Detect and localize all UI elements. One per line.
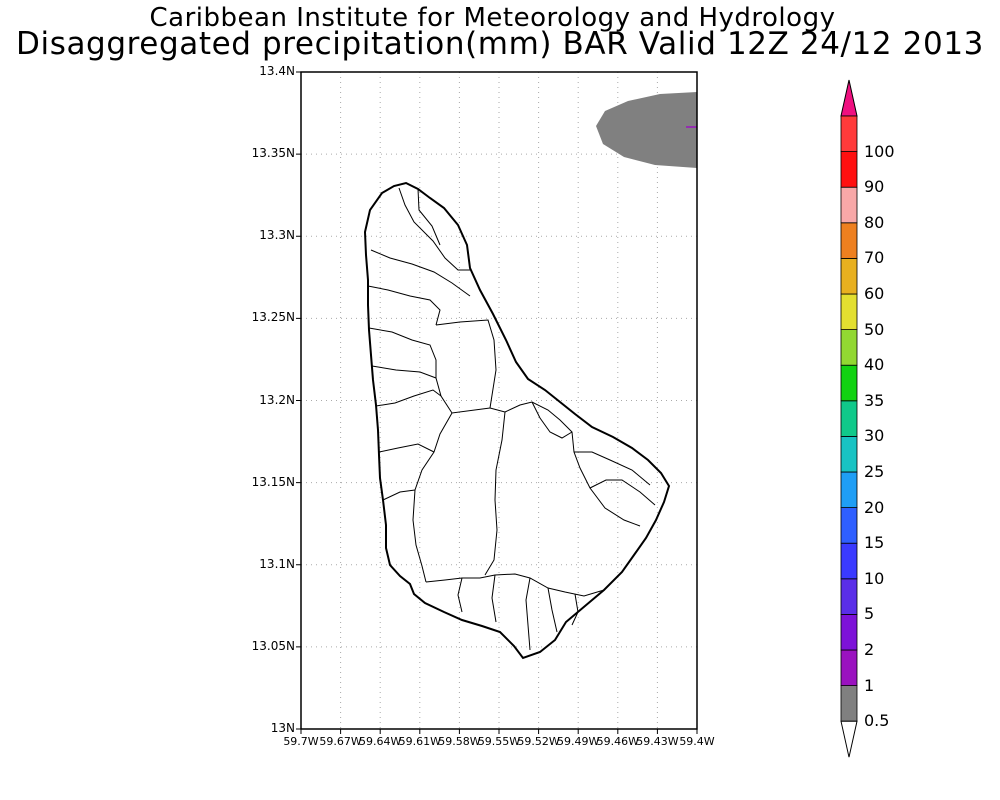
colorbar (840, 79, 858, 758)
colorbar-label: 100 (864, 141, 895, 161)
catchment-boundary (435, 319, 497, 409)
colorbar-label: 20 (864, 497, 885, 517)
colorbar-swatch (840, 507, 858, 544)
lon-label: 59.58W (438, 735, 481, 748)
lat-label: 13.3N (259, 228, 295, 243)
lat-label: 13.35N (251, 146, 295, 161)
catchment-boundary (457, 577, 463, 613)
colorbar-label: 30 (864, 426, 885, 446)
figure-subtitle: Disaggregated precipitation(mm) BAR Vali… (16, 26, 984, 62)
catchment-boundary (484, 407, 506, 576)
colorbar-swatch (840, 364, 858, 402)
lon-label: 59.4W (679, 735, 715, 748)
catchment-boundary (589, 479, 656, 506)
catchment-boundary (398, 187, 470, 271)
colorbar-swatch (840, 435, 858, 473)
colorbar-swatch (840, 471, 858, 508)
catchment-boundary (425, 573, 605, 597)
lon-label: 59.7W (283, 735, 319, 748)
catchment-boundary (491, 574, 497, 623)
colorbar-label: 0.5 (864, 711, 890, 731)
colorbar-label: 1 (864, 675, 875, 695)
colorbar-label: 60 (864, 284, 885, 303)
catchment-boundary (525, 577, 531, 651)
colorbar-swatch (840, 614, 858, 651)
colorbar-swatch (840, 293, 858, 330)
figure-title: Caribbean Institute for Meteorology and … (149, 3, 836, 33)
map-gridlines (301, 72, 697, 729)
map-frame (300, 71, 698, 730)
colorbar-label: 15 (864, 533, 885, 553)
axis-ticks (296, 71, 698, 734)
lon-label: 59.49W (557, 735, 600, 748)
catchment-boundary (378, 443, 435, 453)
lat-label: 13.25N (251, 310, 295, 325)
catchment-boundary (382, 489, 416, 501)
coastline (363, 181, 671, 660)
catchment-boundary (574, 451, 651, 486)
colorbar-swatch (840, 329, 858, 366)
lon-label: 59.52W (517, 735, 560, 748)
lon-label: 59.64W (359, 735, 402, 748)
lon-label: 59.43W (636, 735, 679, 748)
colorbar-swatch (840, 115, 858, 152)
colorbar-swatch (840, 578, 858, 615)
colorbar-swatch (840, 151, 858, 188)
catchment-boundary (371, 365, 437, 379)
catchment-boundary (531, 401, 573, 439)
colorbar-label: 25 (864, 462, 885, 481)
colorbar-swatch (840, 649, 858, 686)
lat-label: 13.15N (251, 474, 295, 489)
catchment-boundary (571, 593, 579, 626)
lon-label: 59.67W (319, 735, 362, 748)
catchment-boundary (368, 327, 491, 414)
colorbar-swatch (840, 400, 858, 437)
precipitation-area (596, 92, 697, 168)
catchment-boundary (412, 412, 453, 583)
colorbar-label: 80 (864, 212, 885, 232)
colorbar-label: 35 (864, 390, 885, 410)
lon-label: 59.55W (477, 735, 521, 748)
catchment-boundary (547, 587, 558, 633)
colorbar-top-arrow (840, 79, 858, 117)
colorbar-bottom-arrow (840, 720, 858, 758)
lon-label: 59.61W (398, 735, 441, 748)
catchment-boundary (367, 285, 441, 326)
colorbar-label: 5 (864, 604, 875, 624)
catchment-boundary (370, 249, 471, 297)
colorbar-label: 40 (864, 355, 885, 375)
lon-label: 59.46W (596, 735, 639, 748)
colorbar-swatch (840, 186, 858, 224)
barbados-landmass (363, 181, 671, 660)
lat-label: 13.2N (259, 392, 295, 407)
colorbar-swatch (840, 257, 858, 295)
lat-label: 13.4N (259, 64, 295, 78)
catchment-boundary (504, 401, 641, 527)
colorbar-label: 2 (864, 640, 875, 659)
catchment-boundary (375, 389, 442, 407)
colorbar-label: 70 (864, 248, 885, 268)
lat-label: 13.05N (251, 638, 295, 653)
catchment-boundary (417, 188, 441, 246)
colorbar-swatch (840, 542, 858, 580)
lat-label: 13N (270, 721, 295, 735)
colorbar-swatch (840, 222, 858, 259)
colorbar-label: 10 (864, 568, 885, 588)
colorbar-label: 50 (864, 319, 885, 339)
colorbar-swatch (840, 685, 858, 722)
colorbar-label: 90 (864, 177, 885, 197)
lat-label: 13.1N (259, 556, 295, 571)
